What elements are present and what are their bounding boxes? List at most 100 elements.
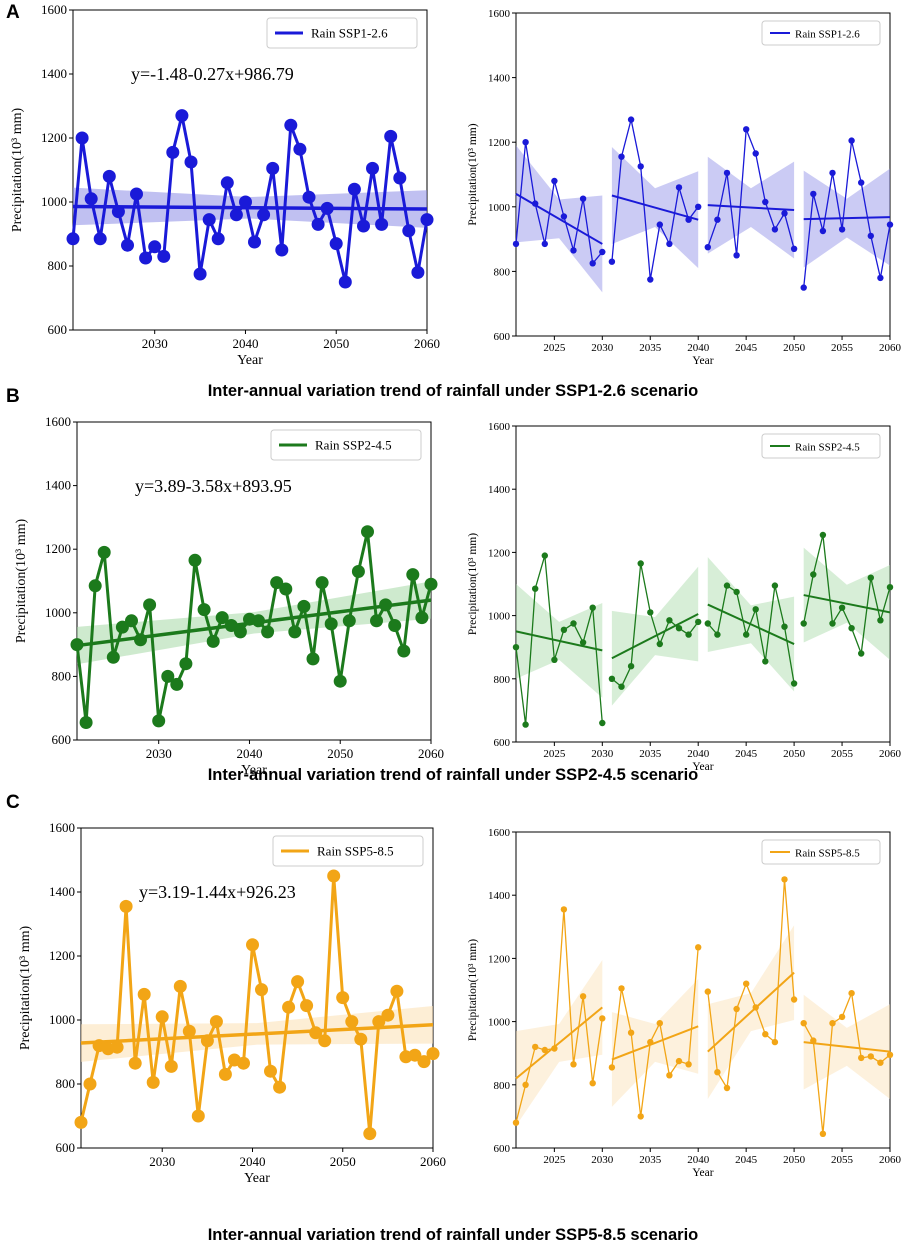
decadal-plot: 600 800 1000 1200 1400 1600 2025 2030 2035 2040 20… [467, 827, 902, 1179]
data-point [111, 205, 125, 219]
data-point [819, 531, 827, 539]
data-point [164, 1059, 178, 1073]
x-tick-label: 2030 [149, 1154, 175, 1169]
panel-caption: Inter-annual variation trend of rainfall… [208, 1226, 699, 1244]
x-tick-label: 2060 [418, 746, 444, 761]
decade-series-line [515, 555, 603, 725]
data-point [656, 221, 663, 228]
y-tick-label: 600 [48, 322, 68, 337]
y-tick-label: 1200 [49, 948, 75, 963]
data-point [137, 987, 151, 1001]
x-tick-label: 2035 [639, 748, 662, 760]
data-point [115, 620, 129, 634]
data-point [790, 680, 798, 687]
decade-series-line [707, 879, 795, 1090]
data-point [752, 606, 759, 613]
data-point [541, 240, 548, 248]
data-point [384, 129, 398, 143]
data-point [579, 639, 587, 646]
x-tick-label: 2050 [783, 1154, 806, 1166]
data-point [157, 249, 171, 263]
data-point [858, 179, 865, 186]
data-point [148, 240, 162, 254]
y-axis-title: Precipitation(10³ mm) [18, 925, 33, 1050]
x-tick-label: 2035 [639, 1154, 662, 1166]
y-tick-label: 600 [494, 1143, 511, 1155]
x-tick-label: 2050 [783, 342, 806, 354]
data-point [354, 1032, 368, 1046]
data-point [675, 625, 683, 632]
data-point [333, 674, 347, 688]
y-tick-label: 800 [494, 1080, 511, 1092]
panel-letter: A [6, 2, 20, 23]
data-point [188, 553, 202, 567]
x-tick-label: 2040 [687, 1154, 710, 1166]
plot-frame [515, 12, 891, 337]
data-point [179, 657, 193, 671]
data-point [320, 201, 334, 215]
data-point [297, 599, 311, 613]
data-point [781, 876, 788, 883]
x-tick-label: 2045 [735, 342, 758, 354]
data-point [627, 116, 635, 123]
x-tick-label: 2030 [146, 746, 172, 761]
data-point [599, 1015, 606, 1022]
data-point [318, 1034, 332, 1048]
data-point [618, 153, 625, 160]
data-point [858, 1054, 865, 1062]
data-point [264, 1064, 277, 1078]
y-tick-label: 600 [52, 732, 72, 747]
y-tick-label: 1600 [41, 2, 67, 17]
data-point [752, 150, 759, 157]
data-point [704, 988, 711, 995]
data-point [570, 1061, 577, 1068]
data-point [714, 631, 721, 638]
data-point [522, 1081, 529, 1089]
panel-b: B Inter-annual variation trend of rainfal… [6, 386, 902, 784]
data-point [411, 265, 425, 279]
y-tick-label: 600 [494, 737, 511, 749]
panel-a: A Inter-annual variation trend of rainfal… [6, 2, 902, 400]
decade-trend-line [803, 216, 891, 221]
x-tick-label: 2055 [831, 342, 854, 354]
regression-equation: y=-1.48-0.27x+986.79 [131, 64, 294, 84]
data-point [848, 990, 855, 997]
data-point [599, 719, 606, 727]
data-point [752, 1004, 759, 1011]
data-point [886, 1051, 894, 1059]
legend-label: Rain SSP1-2.6 [311, 26, 388, 41]
data-point [224, 619, 238, 632]
x-tick-label: 2030 [142, 336, 168, 351]
y-tick-label: 800 [494, 674, 511, 686]
overall-plot: 600 800 1000 1200 1400 1600 2030 2040 2050 2060 Ye… [18, 820, 446, 1186]
x-tick-label: 2040 [687, 748, 710, 760]
x-axis-title: Year [692, 355, 713, 367]
decade-trend-line [611, 613, 699, 660]
y-tick-label: 1200 [488, 137, 511, 149]
data-point [637, 1113, 644, 1120]
overall-plot: 600 800 1000 1200 1400 1600 2030 2040 2050 2060 Ye… [10, 2, 440, 368]
data-point [512, 644, 520, 651]
data-point [220, 176, 234, 190]
data-point [733, 588, 740, 596]
data-point [125, 614, 138, 628]
data-point [379, 598, 393, 612]
legend-label: Rain SSP2-4.5 [315, 438, 392, 453]
x-tick-label: 2060 [879, 748, 902, 760]
data-point [532, 200, 539, 207]
legend-box [266, 17, 418, 49]
data-point [381, 1008, 395, 1022]
data-point [551, 177, 558, 185]
legend-label: Rain SSP2-4.5 [795, 442, 860, 454]
data-point [342, 614, 356, 628]
plot-frame [80, 827, 434, 1149]
data-point [608, 675, 616, 682]
data-point [800, 284, 807, 291]
data-point [393, 171, 407, 185]
data-point [810, 1037, 817, 1044]
data-point [130, 187, 143, 201]
y-tick-label: 1200 [45, 541, 71, 556]
data-point [666, 617, 673, 624]
plot-frame [72, 9, 428, 331]
y-tick-label: 1600 [488, 827, 511, 839]
